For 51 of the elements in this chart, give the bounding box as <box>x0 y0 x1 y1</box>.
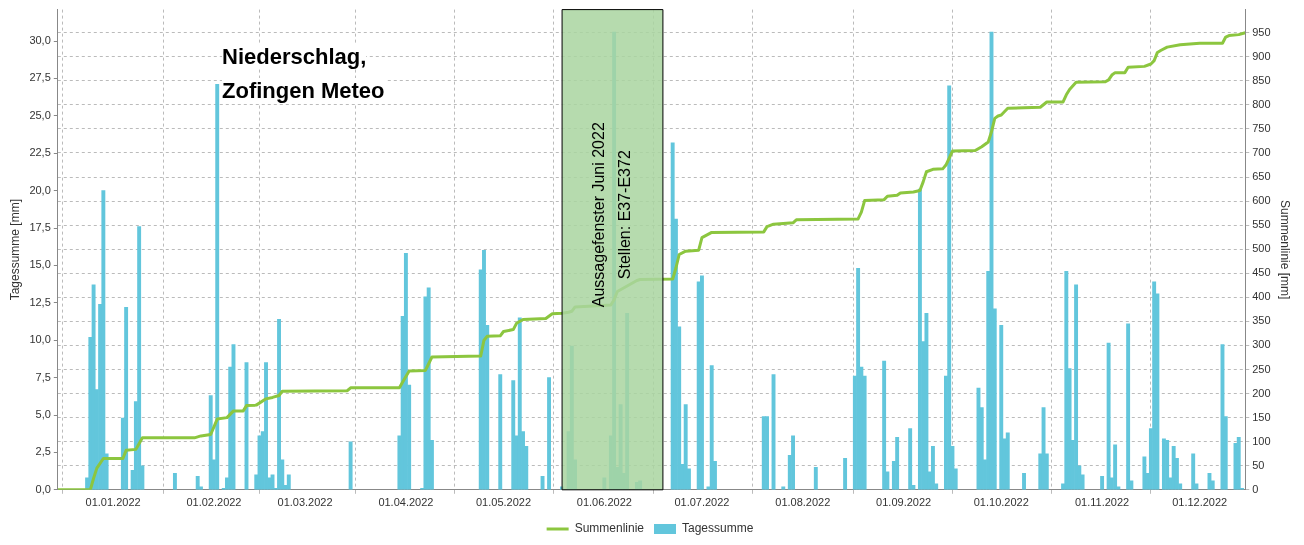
y-tick-label: 5,0 <box>35 408 51 421</box>
text: Niederschlag, Zofingen Meteo <box>222 44 385 103</box>
y-tick-label: 22,5 <box>29 146 51 159</box>
y-tick-label: 25,0 <box>29 108 51 121</box>
y2-axis-title: Summenlinie [mm] <box>1278 200 1293 300</box>
y2-tick-label: 250 <box>1252 362 1271 375</box>
y-tick-label: 27,5 <box>29 71 51 84</box>
y-tick-label: 2,5 <box>35 445 51 458</box>
x-tick-label: 01.06.2022 <box>576 496 632 509</box>
y2-tick-label: 700 <box>1252 146 1271 159</box>
x-tick-label: 01.01.2022 <box>85 496 141 509</box>
y-tick-label: 17,5 <box>29 221 51 234</box>
y-tick-label: 12,5 <box>29 295 51 308</box>
y-tick-label: 30,0 <box>29 34 51 47</box>
y2-tick-label: 550 <box>1252 218 1271 231</box>
x-tick-label: 01.05.2022 <box>475 496 532 509</box>
band-label: Aussagefenster Juni 2022 Stellen: E37-E372 <box>589 122 633 308</box>
y2-tick-label: 0 <box>1252 482 1259 495</box>
legend-label: Tagessumme <box>682 521 754 536</box>
x-tick-label: 01.03.2022 <box>277 496 333 509</box>
x-tick-label: 01.07.2022 <box>674 496 730 509</box>
y-tick-label: 0,0 <box>35 482 51 495</box>
legend-label: Summenlinie <box>574 521 645 536</box>
y2-tick-label: 450 <box>1252 266 1271 279</box>
x-tick-label: 01.09.2022 <box>876 496 932 509</box>
y2-tick-label: 400 <box>1252 290 1271 303</box>
y-tick-label: 15,0 <box>29 258 51 271</box>
x-tick-label: 01.12.2022 <box>1172 496 1228 509</box>
y2-tick-label: 950 <box>1252 25 1271 38</box>
y2-tick-label: 100 <box>1252 434 1271 447</box>
y2-tick-label: 750 <box>1252 121 1271 134</box>
x-tick-label: 01.04.2022 <box>378 496 434 509</box>
y2-tick-label: 200 <box>1252 386 1271 399</box>
y-tick-label: 20,0 <box>29 183 51 196</box>
y2-tick-label: 850 <box>1252 73 1271 86</box>
x-tick-label: 01.10.2022 <box>973 496 1029 509</box>
y2-tick-label: 150 <box>1252 410 1271 423</box>
y2-tick-label: 500 <box>1252 242 1271 255</box>
y-tick-label: 7,5 <box>35 370 51 383</box>
y2-tick-label: 350 <box>1252 314 1271 327</box>
y2-tick-label: 900 <box>1252 49 1271 62</box>
y-axis-title: Tagessumme [mm] <box>7 199 22 301</box>
y2-tick-label: 300 <box>1252 338 1271 351</box>
x-tick-label: 01.11.2022 <box>1074 496 1130 509</box>
y2-tick-label: 650 <box>1252 170 1271 183</box>
y2-tick-label: 600 <box>1252 194 1271 207</box>
x-tick-label: 01.08.2022 <box>775 496 831 509</box>
y2-tick-label: 50 <box>1252 458 1265 471</box>
y-tick-label: 10,0 <box>29 333 51 346</box>
x-tick-label: 01.02.2022 <box>186 496 242 509</box>
y2-tick-label: 800 <box>1252 97 1271 110</box>
